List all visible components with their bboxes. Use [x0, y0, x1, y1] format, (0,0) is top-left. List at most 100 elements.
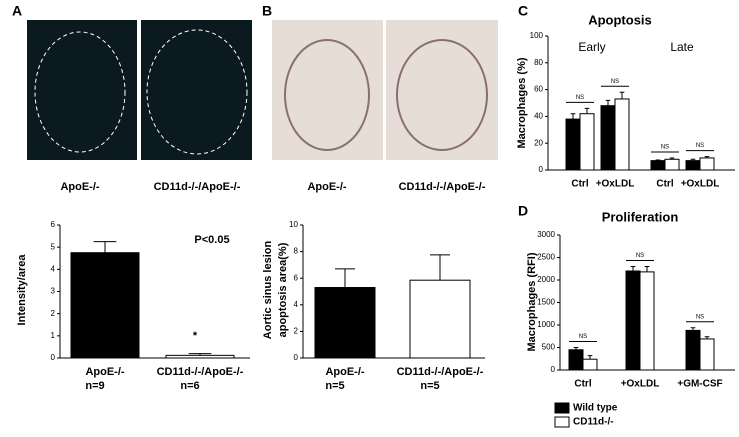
y-tick-label: 3000 [537, 230, 555, 239]
error-bar [605, 99, 611, 106]
bar [314, 287, 376, 359]
x-tick-label: ApoE-/- [85, 366, 124, 378]
bar [650, 160, 666, 171]
group-label: Early [578, 40, 605, 54]
y-tick-label: 5 [51, 242, 56, 251]
legend-label: Wild type [573, 403, 618, 414]
y-tick-label: 40 [534, 112, 543, 121]
bar [685, 160, 701, 171]
y-tick-label: 1000 [537, 320, 555, 329]
x-tick-label: CD11d-/-/ApoE-/- [157, 366, 244, 378]
chart-title: Apoptosis [588, 12, 652, 27]
error-bar [573, 347, 579, 350]
image-caption: ApoE-/- [60, 181, 99, 193]
error-bar [570, 113, 576, 120]
n-label: n=5 [420, 380, 439, 392]
annotation: NS [661, 145, 669, 151]
y-tick-label: 10 [289, 220, 298, 229]
y-axis-label: Intensity/area [16, 254, 28, 326]
n-label: n=9 [85, 380, 104, 392]
legend-swatch [554, 416, 570, 428]
bar [565, 118, 581, 171]
error-bar [430, 254, 450, 281]
panel-label: B [262, 3, 272, 19]
error-bar [584, 107, 590, 114]
bar [639, 271, 655, 371]
micrograph [27, 20, 137, 160]
error-bar [669, 157, 675, 160]
y-tick-label: 20 [534, 138, 543, 147]
x-tick-label: ApoE-/- [325, 366, 364, 378]
y-tick-label: 60 [534, 85, 543, 94]
micrograph [141, 20, 252, 160]
x-tick-label: Ctrl [574, 379, 591, 390]
panel-label: C [518, 3, 528, 19]
annotation: NS [576, 95, 584, 101]
bar [600, 105, 616, 171]
outline [146, 29, 248, 155]
bar [568, 349, 584, 371]
y-axis-label: apoptosis area(%) [277, 242, 289, 337]
error-bar [619, 91, 625, 99]
bar [699, 338, 715, 371]
y-tick-label: 2500 [537, 253, 555, 262]
micrograph [272, 20, 383, 160]
bar [699, 157, 715, 171]
annotation: NS [579, 334, 587, 340]
y-tick-label: 80 [534, 58, 543, 67]
error-bar [93, 241, 117, 253]
n-label: n=6 [180, 380, 199, 392]
x-tick-label: Ctrl [656, 179, 673, 190]
y-tick-label: 8 [294, 247, 299, 256]
error-bar [655, 159, 661, 161]
y-tick-label: 0 [539, 165, 544, 174]
tissue [396, 39, 488, 151]
bar [409, 279, 471, 359]
image-caption: CD11d-/-/ApoE-/- [399, 181, 486, 193]
x-tick-label: CD11d-/-/ApoE-/- [397, 366, 484, 378]
error-bar [630, 266, 636, 271]
bar [614, 98, 630, 171]
error-bar [690, 158, 696, 161]
n-label: n=5 [325, 380, 344, 392]
y-tick-label: 3 [51, 287, 56, 296]
bar [685, 329, 701, 371]
y-tick-label: 2000 [537, 275, 555, 284]
bar [625, 270, 641, 371]
micrograph [386, 20, 498, 160]
y-axis-label: Aortic sinus lesion [262, 241, 274, 340]
image-caption: CD11d-/-/ApoE-/- [154, 181, 241, 193]
bar [664, 158, 680, 171]
y-tick-label: 6 [294, 273, 299, 282]
error-bar [587, 355, 593, 360]
outline [34, 31, 126, 153]
annotation: * [193, 330, 198, 342]
y-tick-label: 0 [51, 353, 56, 362]
y-tick-label: 1500 [537, 298, 555, 307]
y-tick-label: 1 [51, 331, 56, 340]
y-axis-label: Macrophages (RFI) [526, 252, 538, 351]
y-tick-label: 2 [51, 309, 56, 318]
annotation: NS [696, 143, 704, 149]
panel-label: D [518, 203, 528, 219]
y-tick-label: 4 [294, 300, 299, 309]
x-tick-label: +OxLDL [596, 179, 635, 190]
error-bar [704, 156, 710, 158]
y-tick-label: 2 [294, 327, 299, 336]
chart-title: Proliferation [602, 209, 679, 224]
y-tick-label: 6 [51, 220, 56, 229]
y-axis-label: Macrophages (%) [516, 57, 528, 148]
legend-label: CD11d-/- [573, 417, 614, 428]
bar [70, 252, 140, 359]
y-tick-label: 4 [51, 264, 56, 273]
annotation: NS [636, 253, 644, 259]
x-tick-label: +OxLDL [621, 379, 660, 390]
bar [165, 354, 235, 359]
group-label: Late [670, 40, 694, 54]
panel-label: A [12, 3, 22, 19]
error-bar [704, 336, 710, 339]
bar [582, 358, 598, 371]
tissue [284, 39, 370, 151]
error-bar [690, 327, 696, 331]
